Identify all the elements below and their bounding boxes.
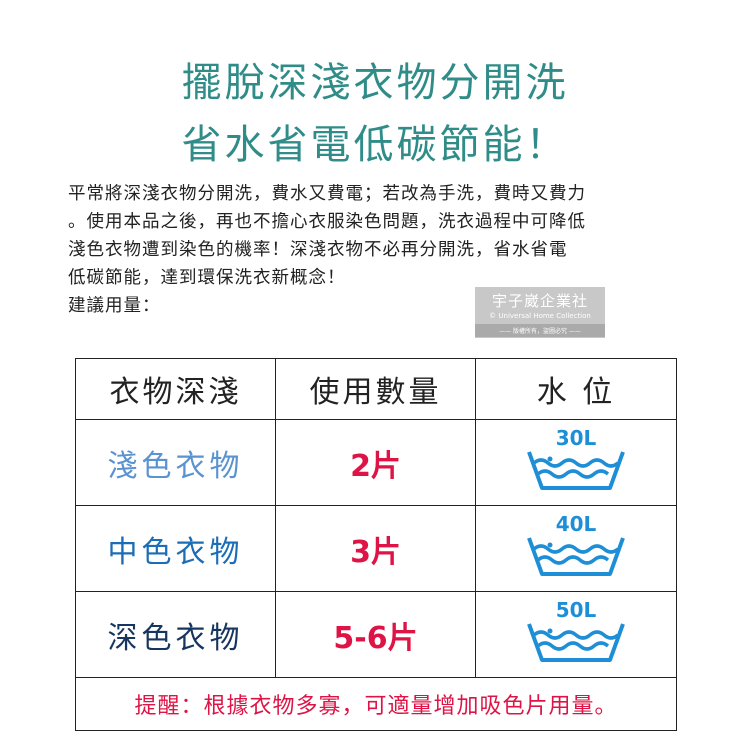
description-line: 低碳節能，達到環保洗衣新概念！ <box>68 268 346 288</box>
table-header-row: 衣物深淺 使用數量 水 位 <box>75 358 677 420</box>
usage-table: 衣物深淺 使用數量 水 位 淺色衣物 2片 30L 中色衣物 3片 40L 深色… <box>75 358 677 731</box>
description-line: 淺色衣物遭到染色的機率！深淺衣物不必再分開洗，省水省電 <box>68 240 568 260</box>
table-footer-row: 提醒：根據衣物多寡，可適量增加吸色片用量。 <box>75 677 677 731</box>
watermark-english: © Universal Home Collection <box>489 312 591 320</box>
description-line: 平常將深淺衣物分開洗，費水又費電；若改為手洗，費時又費力 <box>68 184 586 204</box>
water-level: 30L <box>555 425 597 450</box>
water-cell: 50L <box>475 591 677 678</box>
description: 平常將深淺衣物分開洗，費水又費電；若改為手洗，費時又費力 。使用本品之後，再也不… <box>68 180 678 320</box>
quantity-cell: 2片 <box>275 419 476 506</box>
reminder-note: 提醒：根據衣物多寡，可適量增加吸色片用量。 <box>75 677 677 731</box>
shade-cell: 深色衣物 <box>75 591 276 678</box>
table-row: 深色衣物 5-6片 50L <box>75 591 677 678</box>
wash-basin-icon: 50L <box>526 598 626 664</box>
water-level: 40L <box>555 511 597 536</box>
usage-label: 建議用量： <box>68 296 161 316</box>
water-level: 50L <box>555 597 597 622</box>
headline-line-1: 擺脫深淺衣物分開洗 <box>181 60 569 106</box>
quantity-cell: 5-6片 <box>275 591 476 678</box>
watermark-notice: —— 版權所有，盜圖必究 —— <box>475 324 605 337</box>
header-shade: 衣物深淺 <box>75 358 276 420</box>
shade-cell: 中色衣物 <box>75 505 276 592</box>
wash-basin-icon: 40L <box>526 512 626 578</box>
table-row: 淺色衣物 2片 30L <box>75 419 677 506</box>
description-line: 。使用本品之後，再也不擔心衣服染色問題，洗衣過程中可降低 <box>68 212 586 232</box>
wash-basin-icon: 30L <box>526 426 626 492</box>
header-quantity: 使用數量 <box>275 358 476 420</box>
headline-line-2: 省水省電低碳節能！ <box>181 122 569 168</box>
quantity-cell: 3片 <box>275 505 476 592</box>
watermark-logo: 宇子崴企業社 © Universal Home Collection —— 版權… <box>475 287 605 338</box>
shade-cell: 淺色衣物 <box>75 419 276 506</box>
watermark-name: 宇子崴企業社 <box>491 292 588 310</box>
water-cell: 40L <box>475 505 677 592</box>
header-water: 水 位 <box>475 358 677 420</box>
table-row: 中色衣物 3片 40L <box>75 505 677 592</box>
water-cell: 30L <box>475 419 677 506</box>
